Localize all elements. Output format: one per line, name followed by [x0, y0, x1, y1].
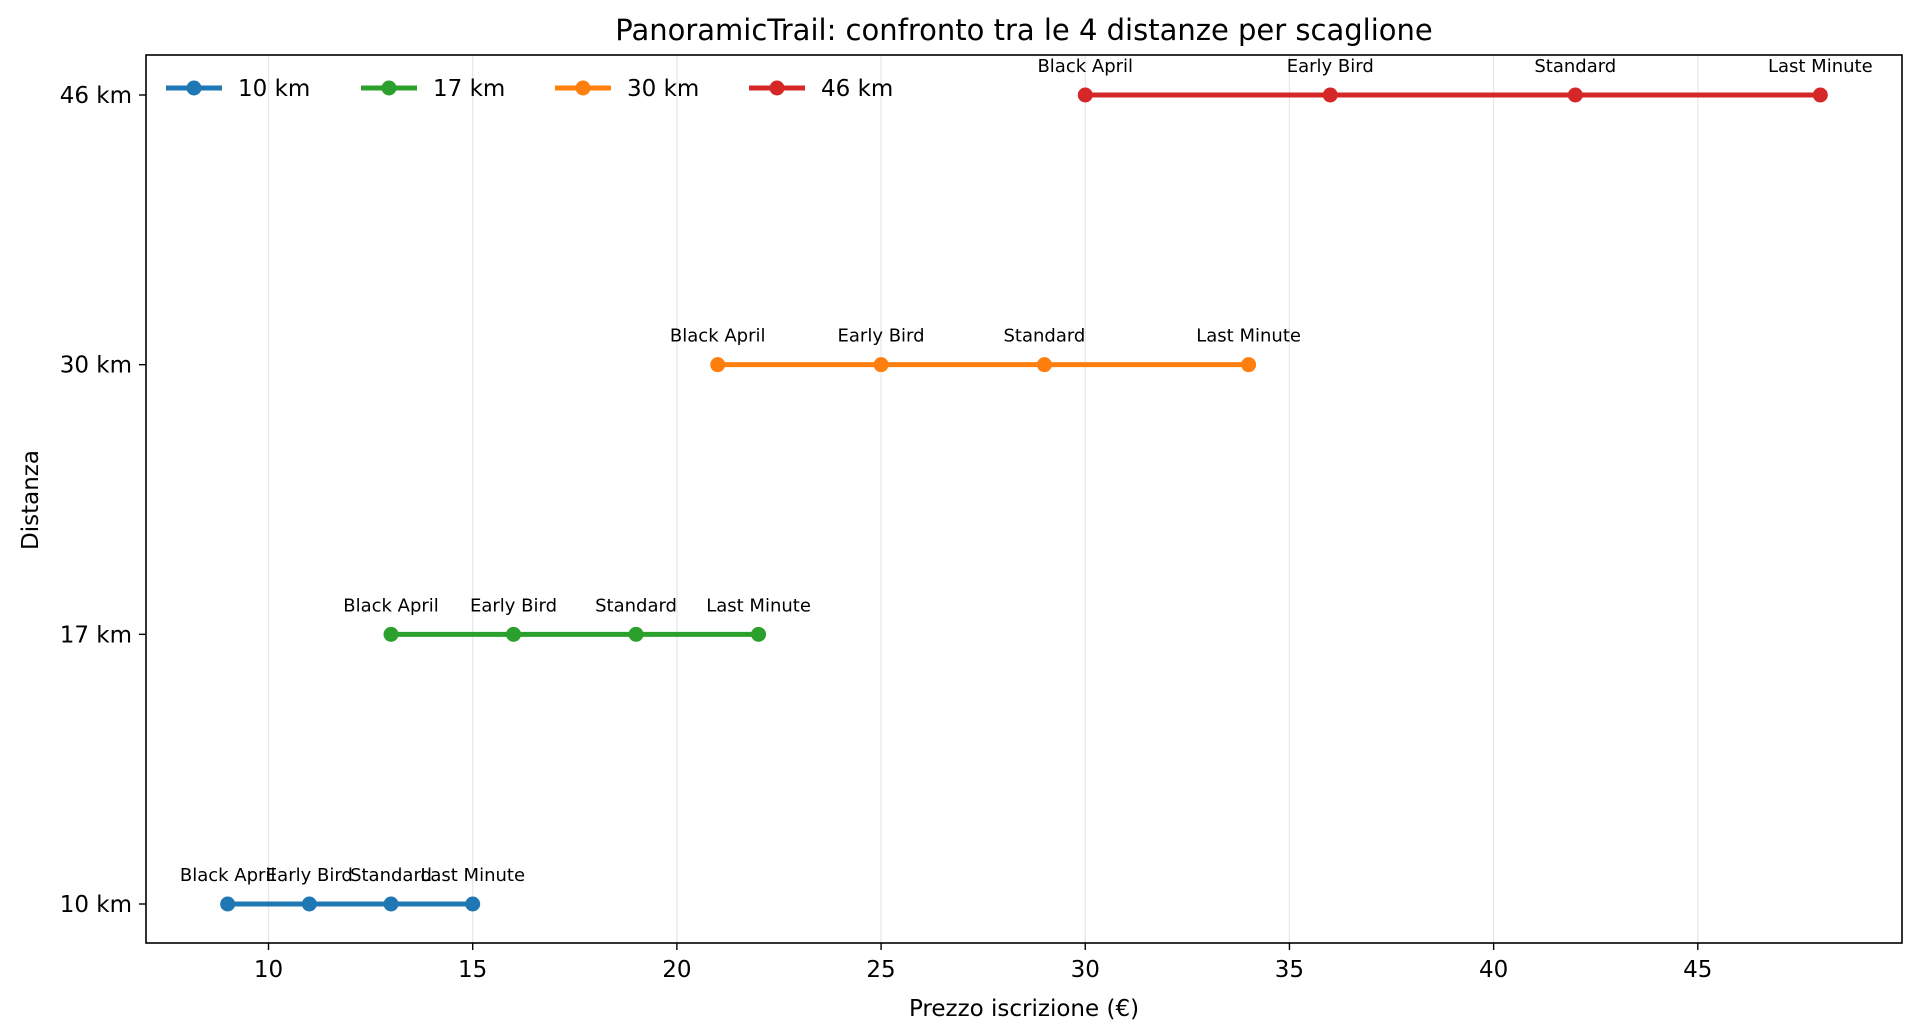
x-axis-label: Prezzo iscrizione (€): [909, 996, 1139, 1022]
data-point: [465, 896, 481, 912]
data-point: [1077, 87, 1093, 103]
data-label: Last Minute: [1768, 56, 1873, 77]
legend-marker: [381, 80, 397, 96]
data-label: Standard: [1003, 326, 1085, 347]
x-tick-label: 15: [458, 957, 487, 983]
data-point: [873, 357, 889, 373]
data-point: [710, 357, 726, 373]
legend-label: 30 km: [627, 76, 699, 102]
data-point: [751, 626, 767, 642]
legend-label: 46 km: [821, 76, 893, 102]
x-tick-label: 45: [1683, 957, 1712, 983]
y-tick-label: 30 km: [60, 353, 132, 379]
data-label: Standard: [350, 865, 432, 886]
data-point: [383, 896, 399, 912]
data-label: Early Bird: [1287, 56, 1374, 77]
data-point: [506, 626, 522, 642]
data-point: [383, 626, 399, 642]
data-label: Black April: [343, 595, 439, 616]
data-point: [220, 896, 236, 912]
y-tick-label: 46 km: [60, 83, 132, 109]
x-tick-label: 20: [662, 957, 691, 983]
y-axis: 10 km 17 km 30 km 46 km: [60, 83, 146, 918]
data-label: Early Bird: [266, 865, 353, 886]
data-point: [1812, 87, 1828, 103]
data-label: Last Minute: [420, 865, 525, 886]
x-axis: 10 15 20 25 30 35 40 45: [254, 943, 1712, 983]
legend-label: 17 km: [433, 76, 505, 102]
x-tick-label: 35: [1275, 957, 1304, 983]
grid: [267, 55, 1699, 943]
plot-frame: [145, 54, 1903, 944]
data-point: [1036, 357, 1052, 373]
legend-label: 10 km: [238, 76, 310, 102]
x-tick-label: 30: [1071, 957, 1100, 983]
x-tick-label: 10: [254, 957, 283, 983]
data-label: Early Bird: [838, 326, 925, 347]
data-label: Black April: [180, 865, 276, 886]
data-label: Standard: [1534, 56, 1616, 77]
data-label: Early Bird: [470, 595, 557, 616]
data-label: Last Minute: [1196, 326, 1301, 347]
data-point: [1322, 87, 1338, 103]
data-point: [628, 626, 644, 642]
data-label: Last Minute: [706, 595, 811, 616]
y-axis-label: Distanza: [18, 450, 44, 550]
legend-marker: [186, 80, 202, 96]
data-label: Black April: [670, 326, 766, 347]
x-tick-label: 25: [866, 957, 895, 983]
y-tick-label: 17 km: [60, 622, 132, 648]
data-point: [1241, 357, 1257, 373]
data-label: Standard: [595, 595, 677, 616]
data-point: [1567, 87, 1583, 103]
y-tick-label: 10 km: [60, 892, 132, 918]
x-tick-label: 40: [1479, 957, 1508, 983]
legend-marker: [769, 80, 785, 96]
legend: 10 km 17 km 30 km 46 km: [166, 76, 893, 102]
chart-title: PanoramicTrail: confronto tra le 4 dista…: [615, 13, 1432, 47]
data-label: Black April: [1037, 56, 1133, 77]
data-point: [301, 896, 317, 912]
legend-marker: [575, 80, 591, 96]
